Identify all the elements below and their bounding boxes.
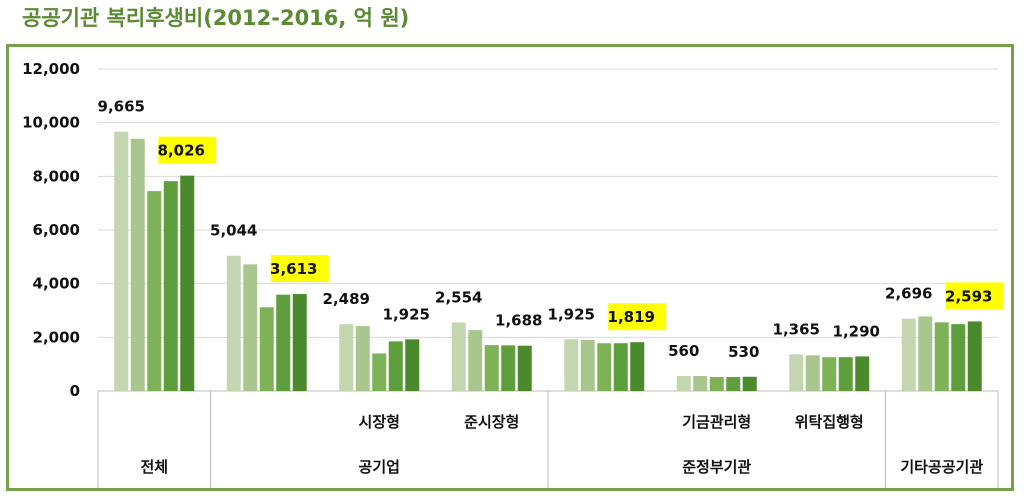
data-label: 1,925 [383, 305, 430, 323]
bar-4-2012 [564, 339, 579, 391]
data-label: 560 [668, 342, 699, 360]
y-tick-label: 8,000 [33, 167, 80, 185]
bar-2-2016 [405, 339, 420, 391]
bar-2-2015 [388, 341, 403, 391]
bar-3-2015 [501, 345, 516, 391]
data-label: 2,489 [323, 290, 370, 308]
bar-1-2013 [243, 264, 258, 391]
bar-0-2015 [163, 181, 178, 391]
bar-2-2012 [339, 324, 354, 391]
bar-6-2014 [822, 357, 837, 391]
chart-title: 공공기관 복리후생비(2012-2016, 억 원) [22, 6, 410, 30]
highlight-box [270, 255, 329, 283]
category-label: 준정부기관 [682, 458, 751, 476]
bar-1-2014 [259, 307, 274, 391]
bar-0-2013 [130, 138, 145, 391]
bar-0-2014 [147, 191, 162, 391]
data-label: 8,026 [158, 142, 205, 160]
bar-3-2012 [451, 322, 466, 391]
bar-7-2014 [934, 322, 949, 391]
bar-2-2014 [372, 353, 387, 391]
bar-3-2016 [517, 345, 532, 391]
bar-6-2013 [805, 355, 820, 391]
category-label: 기타공공기관 [900, 458, 983, 476]
bar-7-2015 [951, 324, 966, 391]
data-label: 2,554 [435, 288, 482, 306]
bar-2-2013 [355, 326, 370, 391]
bar-4-2013 [580, 340, 595, 391]
y-tick-label: 0 [70, 382, 80, 400]
bar-7-2013 [918, 316, 933, 391]
bar-3-2014 [484, 345, 499, 391]
bar-7-2012 [901, 318, 916, 391]
bar-1-2015 [276, 294, 291, 391]
bar-5-2016 [742, 376, 757, 391]
data-label: 1,688 [495, 311, 542, 329]
bar-5-2012 [676, 375, 691, 391]
sub-category-label: 위탁집행형 [795, 413, 864, 431]
data-label: 9,665 [98, 98, 145, 116]
sub-category-label: 준시장형 [464, 413, 519, 431]
data-label: 1,365 [773, 320, 820, 338]
bar-4-2016 [630, 342, 645, 391]
bar-6-2012 [789, 354, 804, 391]
highlight-box [158, 136, 217, 164]
bar-4-2015 [613, 343, 628, 391]
highlight-box [945, 282, 1004, 310]
data-label: 2,593 [945, 287, 992, 305]
highlight-box [608, 303, 667, 331]
bar-1-2012 [226, 255, 241, 391]
bar-6-2015 [838, 357, 853, 391]
bar-5-2015 [726, 377, 741, 391]
sub-category-label: 기금관리형 [682, 413, 751, 431]
bar-5-2014 [709, 377, 724, 391]
category-label: 공기업 [359, 458, 400, 476]
bar-5-2013 [693, 375, 708, 391]
bar-1-2016 [292, 294, 307, 391]
chart-frame [6, 44, 1014, 491]
y-tick-label: 6,000 [33, 221, 80, 239]
bar-0-2016 [180, 175, 195, 391]
bar-7-2016 [967, 321, 982, 391]
bar-6-2016 [855, 356, 870, 391]
data-label: 1,290 [833, 322, 880, 340]
bar-3-2013 [468, 330, 483, 391]
data-label: 1,819 [608, 308, 655, 326]
bar-0-2012 [114, 131, 129, 392]
category-label: 전체 [140, 458, 168, 476]
bar-4-2014 [597, 343, 612, 391]
y-tick-label: 4,000 [33, 275, 80, 293]
y-tick-label: 10,000 [22, 114, 80, 132]
y-tick-label: 12,000 [22, 60, 80, 78]
data-label: 3,613 [270, 260, 317, 278]
data-label: 2,696 [885, 285, 932, 303]
sub-category-label: 시장형 [359, 413, 400, 431]
y-tick-label: 2,000 [33, 328, 80, 346]
data-label: 530 [728, 343, 759, 361]
data-label: 5,044 [210, 222, 257, 240]
data-label: 1,925 [548, 305, 595, 323]
